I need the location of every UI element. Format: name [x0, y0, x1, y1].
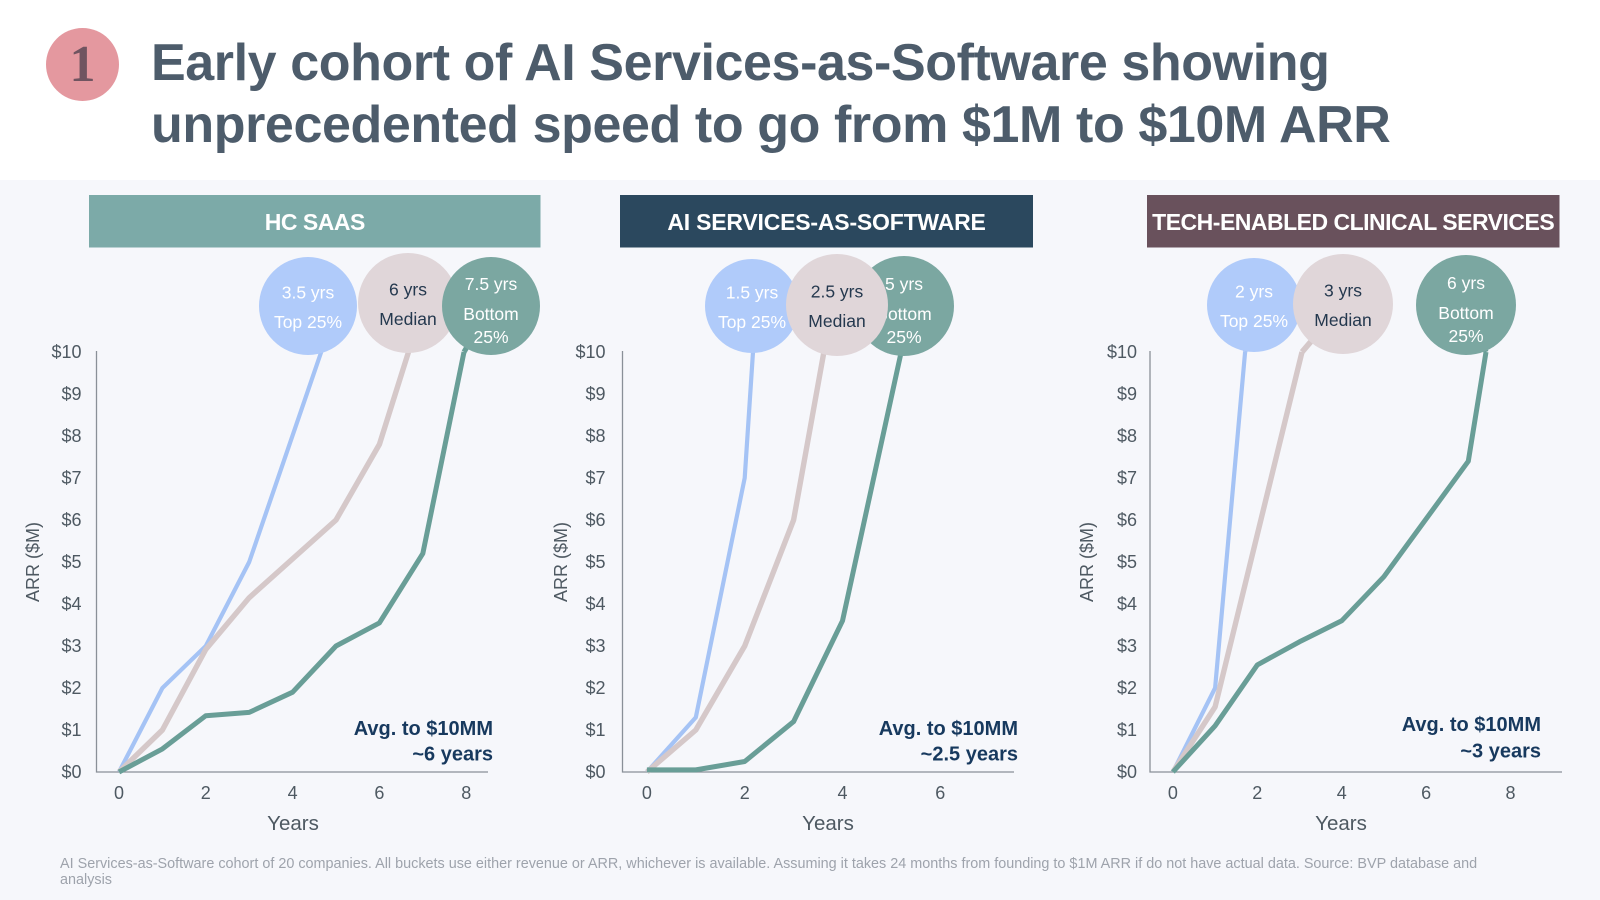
svg-text:$0: $0	[61, 762, 81, 782]
svg-text:Avg. to $10MM: Avg. to $10MM	[879, 718, 1018, 740]
svg-text:~3 years: ~3 years	[1460, 741, 1541, 763]
svg-text:3.5 yrs: 3.5 yrs	[282, 283, 335, 303]
svg-text:2.5 yrs: 2.5 yrs	[811, 282, 864, 302]
svg-text:$2: $2	[585, 678, 605, 698]
svg-text:$1: $1	[585, 720, 605, 740]
svg-text:Avg. to $10MM: Avg. to $10MM	[354, 718, 493, 740]
svg-text:$2: $2	[1117, 678, 1137, 698]
svg-text:$1: $1	[61, 720, 81, 740]
svg-text:$2: $2	[61, 678, 81, 698]
svg-text:Top 25%: Top 25%	[1220, 311, 1288, 331]
svg-text:Median: Median	[379, 309, 436, 329]
svg-text:6: 6	[374, 783, 384, 803]
svg-text:6: 6	[935, 783, 945, 803]
svg-text:$3: $3	[1117, 636, 1137, 656]
svg-text:6 yrs: 6 yrs	[389, 280, 427, 300]
svg-text:$10: $10	[51, 342, 81, 362]
svg-text:25%: 25%	[473, 327, 508, 347]
svg-text:Years: Years	[1315, 812, 1367, 835]
svg-text:4: 4	[837, 783, 847, 803]
svg-text:8: 8	[461, 783, 471, 803]
svg-text:Bottom: Bottom	[463, 304, 518, 324]
svg-text:Top 25%: Top 25%	[274, 312, 342, 332]
svg-text:$3: $3	[61, 636, 81, 656]
svg-text:Avg. to $10MM: Avg. to $10MM	[1402, 714, 1541, 736]
svg-text:$7: $7	[585, 468, 605, 488]
svg-text:ARR ($M): ARR ($M)	[23, 522, 43, 602]
svg-text:$4: $4	[61, 594, 81, 614]
svg-text:6 yrs: 6 yrs	[1447, 273, 1485, 293]
svg-text:$4: $4	[1117, 594, 1137, 614]
svg-text:$9: $9	[585, 384, 605, 404]
svg-text:6: 6	[1421, 783, 1431, 803]
svg-text:$10: $10	[575, 342, 605, 362]
svg-text:25%: 25%	[1448, 326, 1483, 346]
svg-text:0: 0	[114, 783, 124, 803]
svg-text:$5: $5	[61, 552, 81, 572]
svg-text:~2.5 years: ~2.5 years	[921, 744, 1018, 766]
svg-text:$9: $9	[1117, 384, 1137, 404]
svg-text:$0: $0	[585, 762, 605, 782]
svg-text:$3: $3	[585, 636, 605, 656]
svg-text:AI SERVICES-AS-SOFTWARE: AI SERVICES-AS-SOFTWARE	[667, 209, 985, 235]
svg-text:$5: $5	[585, 552, 605, 572]
svg-text:$7: $7	[1117, 468, 1137, 488]
svg-text:$0: $0	[1117, 762, 1137, 782]
svg-text:$10: $10	[1107, 342, 1137, 362]
svg-text:~6 years: ~6 years	[412, 744, 493, 766]
svg-text:0: 0	[1168, 783, 1178, 803]
svg-text:$6: $6	[61, 510, 81, 530]
svg-text:$6: $6	[585, 510, 605, 530]
svg-text:Median: Median	[1314, 310, 1371, 330]
svg-text:$6: $6	[1117, 510, 1137, 530]
svg-text:7.5 yrs: 7.5 yrs	[465, 274, 518, 294]
svg-text:2: 2	[1252, 783, 1262, 803]
svg-text:$4: $4	[585, 594, 605, 614]
svg-text:Years: Years	[802, 812, 854, 835]
svg-text:$1: $1	[1117, 720, 1137, 740]
svg-text:25%: 25%	[886, 327, 921, 347]
svg-text:$7: $7	[61, 468, 81, 488]
svg-text:2: 2	[740, 783, 750, 803]
svg-text:2 yrs: 2 yrs	[1235, 282, 1273, 302]
svg-text:4: 4	[288, 783, 298, 803]
svg-text:8: 8	[1505, 783, 1515, 803]
svg-text:1.5 yrs: 1.5 yrs	[726, 283, 779, 303]
svg-text:ARR ($M): ARR ($M)	[1077, 522, 1097, 602]
svg-text:TECH-ENABLED CLINICAL SERVICES: TECH-ENABLED CLINICAL SERVICES	[1152, 209, 1554, 235]
svg-text:0: 0	[642, 783, 652, 803]
svg-text:HC SAAS: HC SAAS	[265, 209, 365, 235]
svg-text:ARR ($M): ARR ($M)	[551, 522, 571, 602]
svg-text:$8: $8	[585, 426, 605, 446]
svg-text:$9: $9	[61, 384, 81, 404]
svg-text:5 yrs: 5 yrs	[885, 274, 923, 294]
svg-text:Bottom: Bottom	[876, 304, 931, 324]
svg-text:Bottom: Bottom	[1438, 303, 1493, 323]
svg-text:Years: Years	[267, 812, 319, 835]
svg-text:Top 25%: Top 25%	[718, 312, 786, 332]
svg-text:$5: $5	[1117, 552, 1137, 572]
svg-text:4: 4	[1337, 783, 1347, 803]
svg-text:$8: $8	[61, 426, 81, 446]
svg-text:Median: Median	[808, 311, 865, 331]
svg-text:$8: $8	[1117, 426, 1137, 446]
svg-text:2: 2	[201, 783, 211, 803]
svg-text:3 yrs: 3 yrs	[1324, 281, 1362, 301]
